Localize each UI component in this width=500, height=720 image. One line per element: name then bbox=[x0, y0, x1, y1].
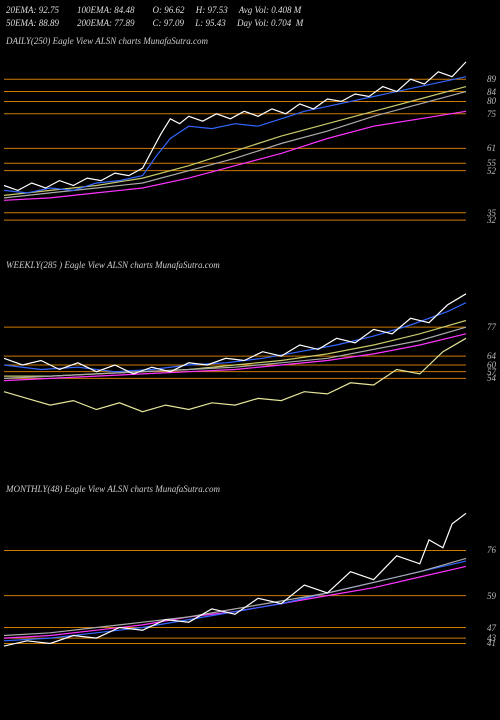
y-labels-weekly: 7764605754 bbox=[468, 276, 498, 454]
series-line bbox=[4, 561, 466, 641]
chart-panel-monthly: MONTHLY(48) Eagle View ALSN charts Munaf… bbox=[0, 482, 500, 682]
y-label: 54 bbox=[487, 373, 496, 383]
plot-daily bbox=[4, 52, 466, 230]
panel-title-weekly: WEEKLY(285 ) Eagle View ALSN charts Muna… bbox=[6, 260, 220, 270]
stats-row-1: 20EMA: 92.75 100EMA: 84.48 O: 96.62 H: 9… bbox=[6, 4, 303, 17]
chart-panel-daily: DAILY(250) Eagle View ALSN charts Munafa… bbox=[0, 34, 500, 234]
y-label: 80 bbox=[487, 96, 496, 106]
y-label: 75 bbox=[487, 109, 496, 119]
plot-monthly bbox=[4, 500, 466, 678]
y-label: 52 bbox=[487, 166, 496, 176]
series-line bbox=[4, 558, 466, 635]
chart-area-weekly bbox=[4, 276, 466, 454]
series-line bbox=[4, 334, 466, 381]
series-line bbox=[4, 303, 466, 372]
bottom-blank bbox=[0, 696, 500, 720]
y-label: 77 bbox=[487, 322, 496, 332]
series-line bbox=[4, 111, 466, 200]
series-line bbox=[4, 87, 466, 196]
y-labels-daily: 898480756155523532 bbox=[468, 52, 498, 230]
series-line bbox=[4, 327, 466, 378]
panel-title-daily: DAILY(250) Eagle View ALSN charts Munafa… bbox=[6, 36, 208, 46]
y-label: 61 bbox=[487, 143, 496, 153]
y-label: 89 bbox=[487, 74, 496, 84]
y-label: 76 bbox=[487, 545, 496, 555]
y-label: 32 bbox=[487, 215, 496, 225]
y-label: 59 bbox=[487, 591, 496, 601]
plot-weekly bbox=[4, 276, 466, 454]
panel-title-monthly: MONTHLY(48) Eagle View ALSN charts Munaf… bbox=[6, 484, 220, 494]
series-line bbox=[4, 92, 466, 198]
series-line bbox=[4, 77, 466, 193]
chart-area-daily bbox=[4, 52, 466, 230]
y-labels-monthly: 7659474341 bbox=[468, 500, 498, 678]
chart-area-monthly bbox=[4, 500, 466, 678]
series-line bbox=[4, 513, 466, 646]
header-stats: 20EMA: 92.75 100EMA: 84.48 O: 96.62 H: 9… bbox=[6, 4, 303, 29]
y-label: 47 bbox=[487, 623, 496, 633]
stats-row-2: 50EMA: 88.89 200EMA: 77.89 C: 97.09 L: 9… bbox=[6, 17, 303, 30]
chart-panel-weekly: WEEKLY(285 ) Eagle View ALSN charts Muna… bbox=[0, 258, 500, 458]
y-label: 84 bbox=[487, 87, 496, 97]
y-label: 41 bbox=[487, 638, 496, 648]
